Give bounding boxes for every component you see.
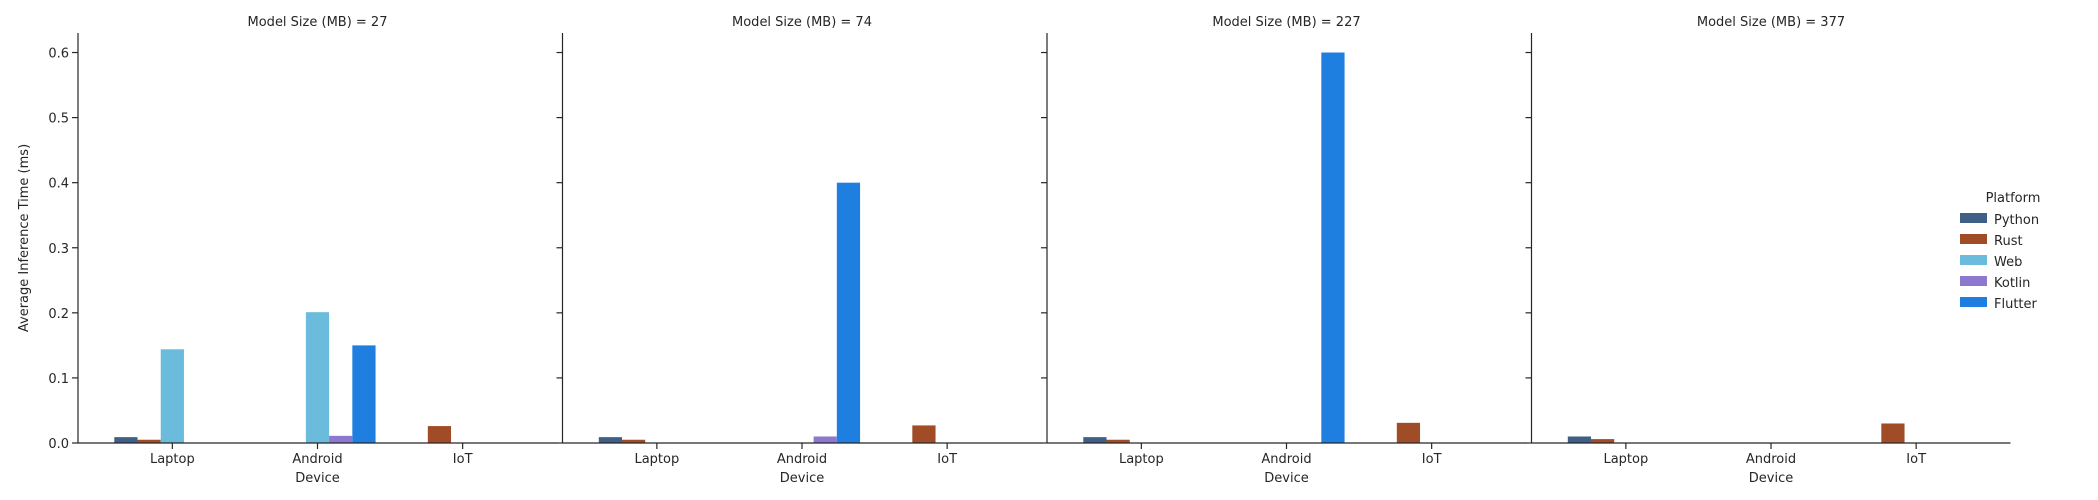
y-tick-label-3: 0.3 [48,242,69,257]
bar-facet-3-android-flutter [1321,52,1345,444]
y-tick-label-6: 0.6 [48,47,69,62]
legend-label-flutter: Flutter [1994,297,2038,312]
y-tick-label-0: 0.0 [48,437,69,452]
bar-facet-1-laptop-rust [137,439,161,443]
bar-facet-2-android-kotlin [813,436,837,443]
legend-label-web: Web [1994,255,2022,270]
bar-facet-2-iot-rust [912,425,936,443]
y-tick-label-2: 0.2 [48,307,69,322]
facet-3-x-axis-label: Device [1264,471,1308,486]
bar-facet-3-laptop-rust [1106,439,1130,443]
facet-2-x-axis-label: Device [780,471,824,486]
bar-facet-1-iot-rust [427,426,452,443]
legend-swatch-python [1960,213,1987,223]
facet-4-x-tick-label-android: Android [1746,452,1796,467]
legend-swatch-kotlin [1960,276,1987,286]
legend-label-rust: Rust [1994,234,2023,249]
facet-4-title: Model Size (MB) = 377 [1697,15,1845,30]
y-tick-label-1: 0.1 [48,372,69,387]
bar-facet-1-laptop-python [114,437,138,443]
bar-facet-1-android-web [305,312,330,443]
facet-3-x-tick-label-laptop: Laptop [1119,452,1164,467]
legend-swatch-web [1960,255,1987,265]
bar-facet-1-android-kotlin [329,435,353,443]
y-tick-label-4: 0.4 [48,177,69,192]
facet-2-x-tick-label-laptop: Laptop [634,452,679,467]
bar-facet-2-android-flutter [836,182,861,443]
y-tick-label-5: 0.5 [48,112,69,127]
bar-facet-4-laptop-rust [1591,439,1615,443]
bar-facet-4-laptop-python [1567,436,1592,443]
bar-facet-4-iot-rust [1881,423,1905,443]
facet-4-x-tick-label-laptop: Laptop [1603,452,1648,467]
legend-label-python: Python [1994,213,2039,228]
facet-3-x-tick-label-android: Android [1261,452,1311,467]
bar-facet-1-laptop-web [160,349,184,443]
facet-4-x-tick-label-iot: IoT [1906,452,1926,467]
facet-4-x-axis-label: Device [1749,471,1793,486]
facet-1-x-tick-label-android: Android [292,452,342,467]
bar-facet-2-laptop-python [598,437,623,443]
facet-1-x-tick-label-iot: IoT [453,452,473,467]
facet-2-x-tick-label-iot: IoT [937,452,957,467]
bar-facet-2-laptop-rust [622,439,646,443]
bar-facet-3-laptop-python [1083,437,1107,443]
bar-facet-1-android-flutter [352,345,376,443]
facet-2-title: Model Size (MB) = 74 [732,15,872,30]
facet-2-x-tick-label-android: Android [777,452,827,467]
facet-3-title: Model Size (MB) = 227 [1212,15,1360,30]
y-axis-label: Average Inference Time (ms) [17,144,32,332]
facet-3-x-tick-label-iot: IoT [1422,452,1442,467]
legend-label-kotlin: Kotlin [1994,276,2030,291]
bar-facet-3-iot-rust [1396,422,1421,443]
facet-1-x-axis-label: Device [295,471,339,486]
facet-1-x-tick-label-laptop: Laptop [150,452,195,467]
legend-title: Platform [1986,191,2041,206]
facet-1-title: Model Size (MB) = 27 [248,15,388,30]
legend-swatch-flutter [1960,297,1987,307]
legend-swatch-rust [1960,234,1987,244]
